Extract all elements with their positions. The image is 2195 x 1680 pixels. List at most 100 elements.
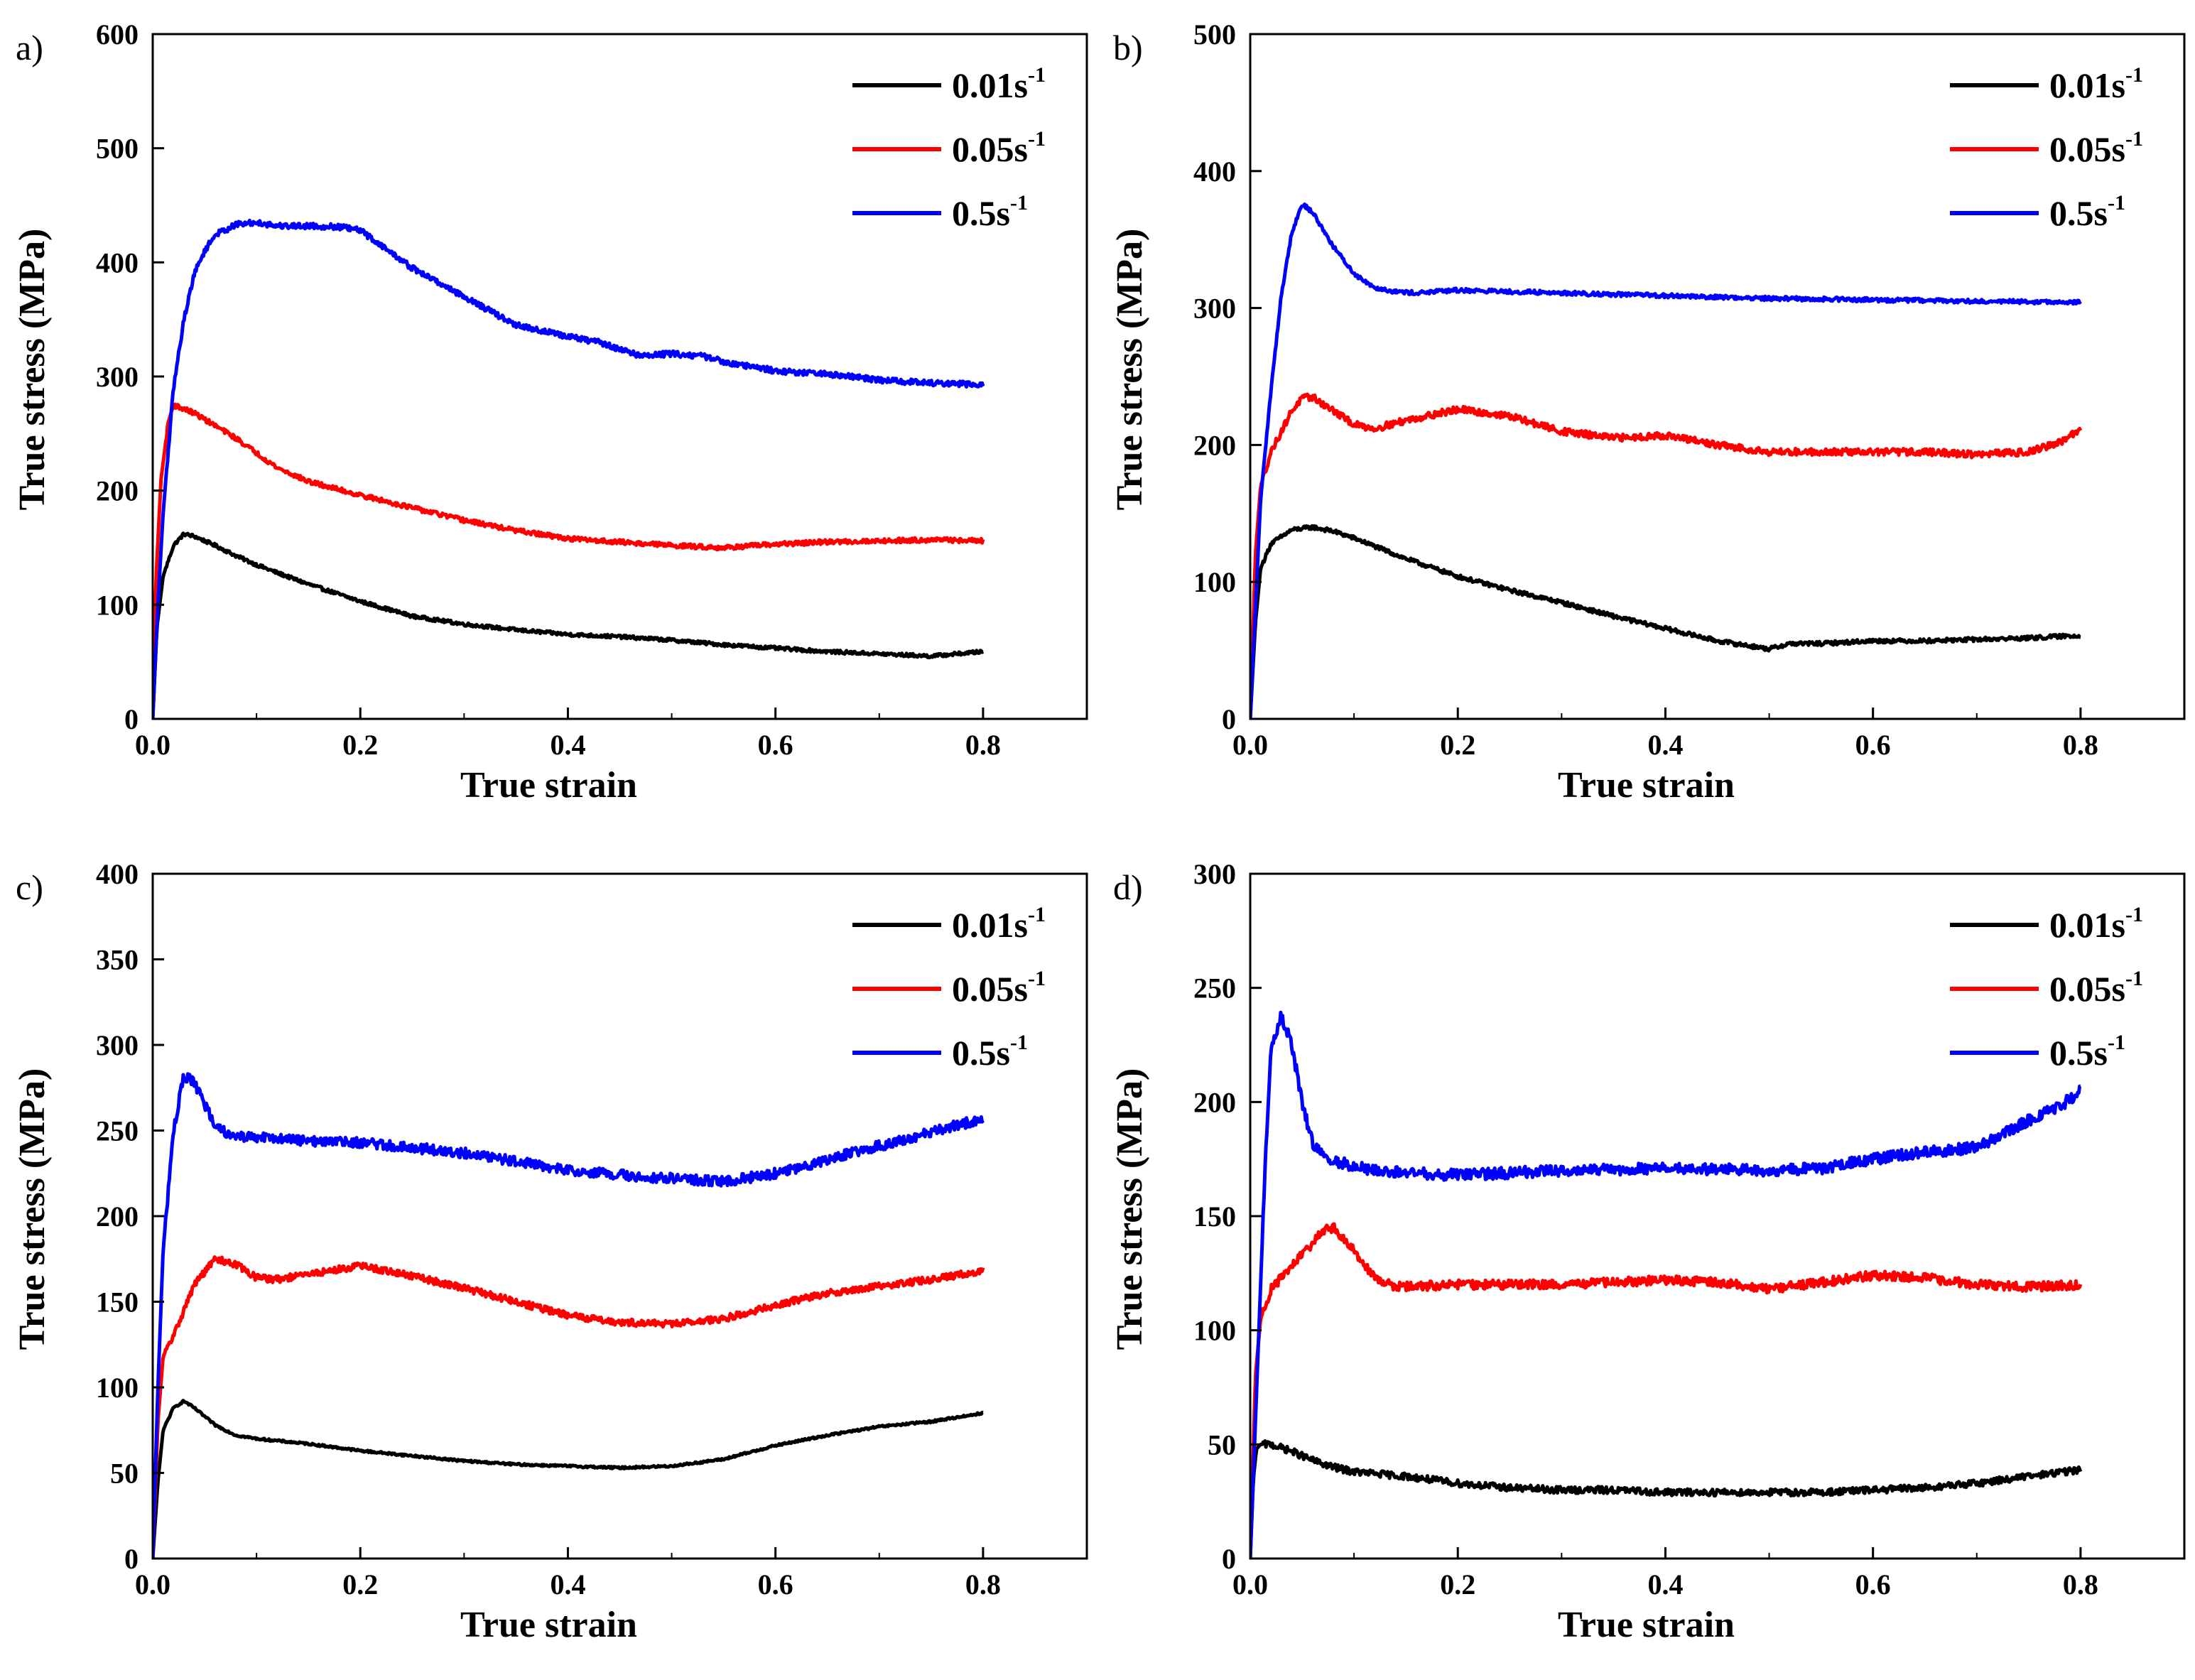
legend-label: 0.01s-1 <box>952 63 1046 105</box>
legend-label: 0.05s-1 <box>952 967 1046 1009</box>
series-line-1 <box>153 402 985 719</box>
x-tick-label: 0.8 <box>965 1568 1001 1600</box>
x-tick-label: 0.0 <box>1232 729 1268 761</box>
y-tick-label: 300 <box>1193 858 1236 890</box>
series-line-2 <box>153 218 985 719</box>
y-tick-label: 200 <box>1193 429 1236 461</box>
y-tick-label: 300 <box>1193 293 1236 325</box>
plot-frame <box>1249 872 2186 1560</box>
y-tick-label: 400 <box>96 858 139 890</box>
chart-panel-b: 0.0 0.2 0.4 0.6 0.8 0 100 200 300 400 500 True stra… <box>1098 0 2195 840</box>
x-tick-label: 0.0 <box>135 729 170 761</box>
chart-panel-c: 0.0 0.2 0.4 0.6 0.8 0 50 100 150 200 250 300 350 400 T… <box>0 840 1098 1679</box>
plot-frame <box>151 33 1088 720</box>
legend-label: 0.05s-1 <box>2049 967 2143 1009</box>
legend-label: 0.5s-1 <box>2049 191 2125 233</box>
x-tick-label: 0.8 <box>965 729 1001 761</box>
y-tick-label: 100 <box>96 589 139 621</box>
x-tick-label: 0.6 <box>758 1568 793 1600</box>
legend-label: 0.01s-1 <box>2049 903 2143 945</box>
y-tick-label: 400 <box>96 246 139 278</box>
legend-label: 0.05s-1 <box>2049 127 2143 169</box>
y-tick-label: 500 <box>1193 18 1236 50</box>
chart-svg: 0.0 0.2 0.4 0.6 0.8 0 50 100 150 200 250 300 True st… <box>1110 858 2186 1645</box>
y-tick-label: 200 <box>1193 1086 1236 1118</box>
legend: 0.01s-1 0.05s-1 0.5s-1 <box>1950 63 2143 233</box>
legend: 0.01s-1 0.05s-1 0.5s-1 <box>1950 903 2143 1073</box>
y-axis-title: True stress (MPa) <box>1110 1068 1150 1350</box>
legend-label: 0.5s-1 <box>2049 1031 2125 1073</box>
legend-label: 0.05s-1 <box>952 127 1046 169</box>
x-tick-label: 0.2 <box>342 1568 378 1600</box>
x-tick-label: 0.2 <box>1440 1568 1475 1600</box>
x-axis-title: True strain <box>1558 1605 1735 1645</box>
legend-label: 0.01s-1 <box>2049 63 2143 105</box>
legend: 0.01s-1 0.05s-1 0.5s-1 <box>852 63 1046 233</box>
series-line-1 <box>1250 392 2083 719</box>
x-tick-label: 0.4 <box>1647 729 1683 761</box>
series-line-0 <box>1250 1439 2083 1559</box>
series-line-0 <box>153 531 985 719</box>
legend-label: 0.5s-1 <box>952 1031 1028 1073</box>
x-tick-label: 0.6 <box>1855 729 1891 761</box>
chart-panel-d: 0.0 0.2 0.4 0.6 0.8 0 50 100 150 200 250 300 True st… <box>1098 840 2195 1679</box>
y-tick-label: 200 <box>96 1201 139 1232</box>
x-tick-label: 0.6 <box>1855 1568 1891 1600</box>
x-tick-label: 0.4 <box>1647 1568 1683 1600</box>
panel-label: b) <box>1113 28 1143 67</box>
chart-svg: 0.0 0.2 0.4 0.6 0.8 0 100 200 300 400 500 True stra… <box>1110 18 2186 806</box>
x-tick-label: 0.8 <box>2063 729 2098 761</box>
panel-label: a) <box>16 28 43 67</box>
panel-label: c) <box>16 867 43 907</box>
y-axis-title: True stress (MPa) <box>12 1068 53 1350</box>
y-tick-label: 500 <box>96 133 139 165</box>
series-line-1 <box>1250 1222 2083 1559</box>
chart-svg: 0.0 0.2 0.4 0.6 0.8 0 100 200 300 400 500 600 True s… <box>12 18 1088 806</box>
x-tick-label: 0.0 <box>1232 1568 1268 1600</box>
y-tick-label: 150 <box>1193 1201 1236 1232</box>
series-line-1 <box>153 1255 985 1559</box>
y-tick-label: 250 <box>96 1115 139 1147</box>
y-tick-label: 400 <box>1193 156 1236 188</box>
series-line-2 <box>1250 1010 2082 1559</box>
y-tick-label: 0 <box>124 1543 139 1575</box>
y-tick-label: 100 <box>1193 566 1236 598</box>
chart-svg: 0.0 0.2 0.4 0.6 0.8 0 50 100 150 200 250 300 350 400 T… <box>12 858 1088 1645</box>
x-axis-title: True strain <box>1558 765 1735 806</box>
y-tick-label: 0 <box>124 703 139 735</box>
series-line-2 <box>153 1072 985 1559</box>
plot-frame <box>1249 33 2186 720</box>
y-axis-title: True stress (MPa) <box>1110 229 1150 511</box>
y-tick-label: 600 <box>96 18 139 50</box>
x-tick-label: 0.6 <box>758 729 793 761</box>
y-tick-label: 0 <box>1222 1543 1236 1575</box>
y-axis-title: True stress (MPa) <box>12 229 53 511</box>
x-tick-label: 0.4 <box>550 1568 585 1600</box>
legend: 0.01s-1 0.05s-1 0.5s-1 <box>852 903 1046 1073</box>
y-tick-label: 250 <box>1193 972 1236 1004</box>
y-tick-label: 300 <box>96 361 139 393</box>
series-line-0 <box>1250 524 2082 719</box>
plot-frame <box>151 872 1088 1560</box>
x-axis-title: True strain <box>460 1605 637 1645</box>
x-tick-label: 0.2 <box>342 729 378 761</box>
x-tick-label: 0.4 <box>550 729 585 761</box>
series-line-2 <box>1250 202 2082 719</box>
y-tick-label: 100 <box>1193 1315 1236 1347</box>
legend-label: 0.01s-1 <box>952 903 1046 945</box>
y-tick-label: 50 <box>110 1458 139 1490</box>
x-tick-label: 0.2 <box>1440 729 1475 761</box>
series-line-0 <box>153 1399 985 1559</box>
y-tick-label: 0 <box>1222 703 1236 735</box>
panel-label: d) <box>1113 867 1143 907</box>
y-tick-label: 150 <box>96 1286 139 1318</box>
chart-panel-a: 0.0 0.2 0.4 0.6 0.8 0 100 200 300 400 500 600 True s… <box>0 0 1098 840</box>
x-tick-label: 0.8 <box>2063 1568 2098 1600</box>
y-tick-label: 50 <box>1208 1429 1236 1460</box>
y-tick-label: 350 <box>96 944 139 976</box>
y-tick-label: 300 <box>96 1029 139 1061</box>
x-tick-label: 0.0 <box>135 1568 170 1600</box>
y-tick-label: 200 <box>96 475 139 507</box>
legend-label: 0.5s-1 <box>952 191 1028 233</box>
